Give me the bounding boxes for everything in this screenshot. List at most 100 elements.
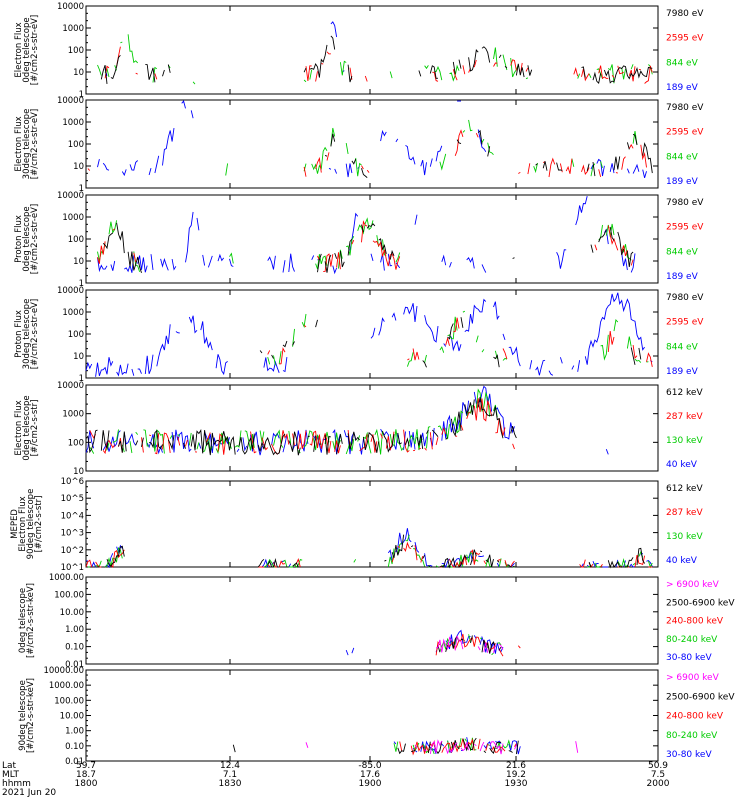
legend-entry: > 6900 keV <box>666 580 720 590</box>
series-line <box>438 636 654 654</box>
x-tick-label: 59.7 <box>76 761 96 771</box>
legend-entry: 189 eV <box>666 83 699 93</box>
y-axis-label: MEPED <box>10 509 20 539</box>
legend-entry: 7980 eV <box>666 198 704 208</box>
y-axis-label: [#/cm2-s-str-eV] <box>30 299 40 369</box>
y-tick-label: 10000 <box>57 286 84 296</box>
y-axis-label: 0deg telescope <box>22 206 32 271</box>
x-axis-row-label: Lat <box>2 761 17 771</box>
y-tick-label: 1.00 <box>65 727 84 737</box>
series-line <box>86 535 652 567</box>
x-tick-label: 1930 <box>505 779 528 789</box>
legend-entry: 30-80 keV <box>666 653 712 663</box>
series-line <box>268 311 653 367</box>
legend-entry: 7980 eV <box>666 9 704 19</box>
x-axis-date: 2021 Jun 20 <box>2 788 56 798</box>
legend-entry: 844 eV <box>666 342 699 352</box>
y-tick-label: 1 <box>79 90 84 100</box>
legend-entry: 844 eV <box>666 58 699 68</box>
y-axis-label: [#/cm2-s-str-eV] <box>30 109 40 179</box>
legend-entry: 2595 eV <box>666 34 704 44</box>
y-tick-label: 1000 <box>62 410 84 420</box>
legend-entry: 130 keV <box>666 436 703 446</box>
x-tick-label: 12.4 <box>220 761 240 771</box>
x-tick-label: 1900 <box>359 779 382 789</box>
x-tick-label: 19.2 <box>506 770 526 780</box>
legend-entry: 7980 eV <box>666 293 704 303</box>
y-tick-label: 100 <box>68 140 84 150</box>
y-tick-label: 10.00 <box>60 608 84 618</box>
y-axis-label: [#/cm2-s-str-eV] <box>30 204 40 274</box>
y-axis-label: [#/cm2-s-str-eV] <box>30 15 40 85</box>
y-tick-label: 10000 <box>57 381 84 391</box>
x-tick-label: 2000 <box>647 779 670 789</box>
x-tick-label: 1830 <box>219 779 242 789</box>
x-axis-row-label: hhmm <box>2 779 31 789</box>
y-tick-label: 100 <box>68 438 84 448</box>
legend-entry: 40 keV <box>666 556 698 566</box>
legend-entry: 287 keV <box>666 508 703 518</box>
y-axis-label: Electron Flux <box>14 116 24 171</box>
y-axis-label: 0deg telescope <box>22 17 32 82</box>
y-tick-label: 100 <box>68 330 84 340</box>
legend-entry: 287 keV <box>666 412 703 422</box>
panel-frame <box>85 99 659 189</box>
y-tick-label: 100.00 <box>54 590 84 600</box>
legend-entry: 2595 eV <box>666 128 704 138</box>
series-line <box>85 528 653 569</box>
series-line <box>97 220 634 273</box>
y-tick-label: 10.00 <box>60 712 84 722</box>
y-tick-label: 10 <box>73 467 84 477</box>
series-line <box>85 292 653 377</box>
y-tick-label: 10^5 <box>61 494 84 504</box>
legend-entry: 240-800 keV <box>666 712 724 722</box>
panel-frame <box>85 289 659 379</box>
y-axis-label: Proton Flux <box>14 310 24 358</box>
y-axis-label: 30deg telescope <box>22 299 32 370</box>
x-tick-label: 17.6 <box>360 770 380 780</box>
series-line <box>86 397 608 455</box>
panel-8: 0.01 0.10 1.00 10.00 100.00 1000.00 10000.00 90… <box>18 666 735 767</box>
series-line <box>305 739 579 755</box>
y-tick-label: 10^1 <box>61 563 84 573</box>
y-tick-label: 0.01 <box>65 660 84 670</box>
y-tick-label: 10^6 <box>61 477 84 487</box>
series-line <box>267 317 653 367</box>
panel-frame <box>85 669 659 762</box>
legend-entry: 2595 eV <box>666 223 704 233</box>
y-tick-label: 10^3 <box>61 529 84 539</box>
legend-entry: 30-80 keV <box>666 750 712 760</box>
series-line <box>85 541 653 569</box>
y-axis-label: Proton Flux <box>14 215 24 263</box>
y-axis-label: 90deg telescope <box>26 489 36 560</box>
x-tick-label: 7.1 <box>223 770 237 780</box>
y-tick-label: 0.10 <box>65 643 84 653</box>
y-tick-label: 1000 <box>62 308 84 318</box>
y-tick-label: 0.01 <box>65 757 84 767</box>
series-line <box>105 22 650 76</box>
legend-entry: 844 eV <box>666 152 699 162</box>
y-tick-label: 1000.00 <box>49 681 84 691</box>
y-tick-label: 100 <box>68 235 84 245</box>
y-axis-label: Electron Flux <box>14 400 24 455</box>
y-axis-label: Electron Flux <box>18 496 28 551</box>
legend-entry: > 6900 keV <box>666 673 720 683</box>
legend-entry: 40 keV <box>666 460 698 470</box>
y-tick-label: 10000 <box>57 2 84 12</box>
series-line <box>440 634 650 655</box>
y-axis-label: 0deg telescope <box>22 395 32 460</box>
series-line <box>97 100 647 179</box>
series-line <box>436 636 656 653</box>
series-line <box>324 129 653 178</box>
y-tick-label: 1.00 <box>65 625 84 635</box>
x-tick-label: 7.5 <box>651 770 665 780</box>
panel-frame <box>85 5 659 95</box>
legend-entry: 612 keV <box>666 388 703 398</box>
legend-entry: 189 eV <box>666 272 699 282</box>
